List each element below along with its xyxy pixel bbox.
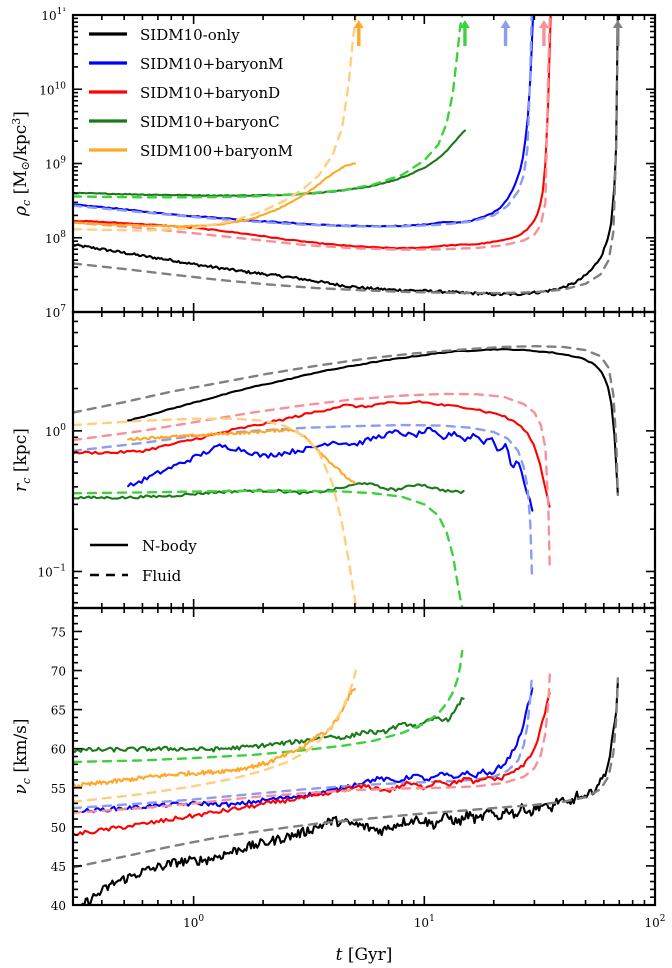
y-tick-label: 70 bbox=[51, 665, 66, 679]
legend-style-label-fluid: Fluid bbox=[142, 567, 182, 585]
legend-main: SIDM10-only SIDM10+baryonM SIDM10+baryonD S… bbox=[89, 26, 293, 160]
series-line-sidm10-baryonc-solid bbox=[73, 129, 466, 197]
series-line-sidm10-only-dashed bbox=[73, 15, 620, 295]
series-line-sidm100-baryonm-dashed bbox=[73, 417, 358, 606]
y-tick-label: 109 bbox=[45, 156, 66, 172]
x-tick-label: 101 bbox=[414, 914, 435, 930]
series-line-sidm100-baryonm-solid bbox=[73, 688, 356, 789]
series-line-sidm100-baryonm-dashed bbox=[73, 669, 358, 804]
collapse-arrow-head-sidm10-baryond bbox=[538, 20, 549, 28]
collapse-arrow-head-sidm10-baryonm bbox=[500, 20, 511, 28]
legend-style-label-n-body: N-body bbox=[142, 537, 197, 555]
series-line-sidm10-baryonc-dashed bbox=[73, 15, 464, 199]
y-tick-label: 55 bbox=[51, 782, 66, 796]
series-line-sidm10-baryonm-dashed bbox=[73, 673, 534, 810]
y-tick-label: 65 bbox=[51, 704, 66, 718]
series-line-sidm10-baryond-solid bbox=[73, 400, 551, 508]
y-axis-label-middle: rc [kpc] bbox=[11, 428, 33, 492]
series-line-sidm10-baryond-dashed bbox=[73, 392, 552, 573]
panel-middle bbox=[73, 344, 620, 608]
y-tick-label: 75 bbox=[51, 625, 66, 639]
x-tick-label: 100 bbox=[183, 914, 204, 930]
collapse-arrow-group bbox=[353, 20, 623, 46]
series-line-sidm100-baryonm-dashed bbox=[73, 15, 358, 232]
x-axis-label: t [Gyr] bbox=[336, 945, 393, 965]
y-tick-label: 108 bbox=[45, 230, 66, 246]
series-line-sidm10-baryond-solid bbox=[73, 692, 551, 837]
series-line-sidm10-only-dashed bbox=[73, 677, 620, 869]
legend-label-sidm10-baryonc: SIDM10+baryonC bbox=[140, 113, 280, 131]
series-line-sidm10-only-solid bbox=[81, 681, 619, 905]
collapse-arrow-head-sidm10-baryonc bbox=[459, 20, 470, 28]
y-tick-label: 40 bbox=[51, 899, 66, 913]
series-line-sidm10-only-dashed bbox=[73, 344, 620, 497]
y-tick-label: 107 bbox=[45, 304, 66, 320]
series-line-sidm10-baryond-dashed bbox=[73, 673, 552, 814]
series-line-sidm10-baryonm-dashed bbox=[73, 15, 533, 228]
axes-middle: 10−1 100 bbox=[37, 310, 657, 610]
series-line-sidm10-baryond-solid bbox=[73, 15, 552, 250]
y-tick-label: 1010 bbox=[39, 81, 66, 97]
collapse-arrow-head-sidm100-baryonm bbox=[353, 20, 364, 28]
series-line-sidm10-baryonc-dashed bbox=[73, 489, 464, 608]
y-axis-label-bottom: νc [km/s] bbox=[11, 718, 33, 794]
legend-style: N-body Fluid bbox=[90, 537, 197, 585]
panel-top bbox=[73, 15, 620, 297]
series-line-sidm10-baryonc-dashed bbox=[73, 649, 464, 764]
legend-label-sidm10-only: SIDM10-only bbox=[140, 26, 240, 44]
y-tick-label: 101¹ bbox=[41, 7, 66, 23]
legend-label-sidm10-baryonm: SIDM10+baryonM bbox=[140, 55, 283, 73]
legend-label-sidm100-baryonm: SIDM100+baryonM bbox=[140, 142, 293, 160]
axes-bottom: 40 45 50 55 60 65 70 75 bbox=[51, 606, 657, 913]
series-line-sidm100-baryonm-solid bbox=[127, 428, 356, 485]
y-tick-label: 100 bbox=[45, 423, 66, 439]
series-line-sidm10-baryond-dashed bbox=[73, 15, 552, 251]
series-line-sidm10-only-solid bbox=[127, 348, 619, 495]
panel-frame-bottom bbox=[71, 606, 657, 907]
x-axis-labels: 100 101 102 t [Gyr] bbox=[183, 914, 665, 965]
x-tick-label: 102 bbox=[644, 914, 665, 930]
panel-bottom bbox=[73, 649, 620, 905]
panel-frame-middle bbox=[71, 310, 657, 610]
y-tick-label: 10−1 bbox=[37, 563, 66, 579]
series-line-sidm10-baryonc-solid bbox=[73, 697, 465, 753]
legend-label-sidm10-baryond: SIDM10+baryonD bbox=[140, 84, 280, 102]
axes-top: 107 108 109 1010 101¹ bbox=[39, 7, 657, 320]
y-tick-label: 60 bbox=[51, 743, 66, 757]
y-axis-label-top: ρc [M⊙/kpc3] bbox=[10, 111, 33, 217]
collapse-arrow-head-sidm10-only bbox=[612, 20, 623, 28]
y-tick-label: 50 bbox=[51, 821, 66, 835]
y-tick-label: 45 bbox=[51, 860, 66, 874]
series-line-sidm10-baryonm-solid bbox=[127, 426, 534, 512]
